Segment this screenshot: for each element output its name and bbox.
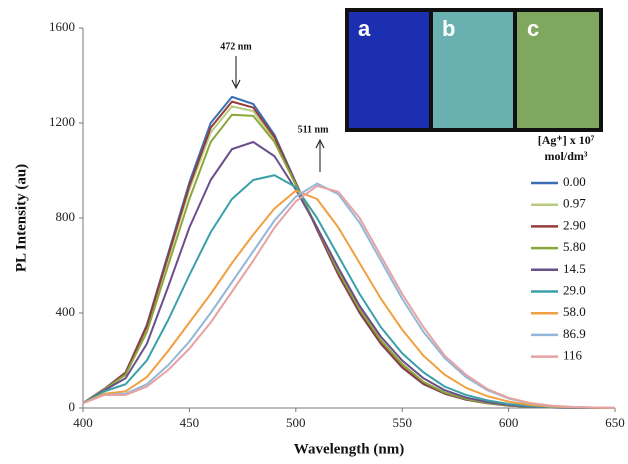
series-line <box>82 113 615 409</box>
y-tick-label: 0 <box>69 399 76 414</box>
annotation-arrowhead <box>231 79 241 90</box>
legend-label: 0.00 <box>563 174 586 189</box>
legend-title: mol/dm³ <box>545 149 588 163</box>
y-tick-label: 400 <box>56 304 76 319</box>
annotation: 472 nm <box>220 41 252 52</box>
series-line <box>82 105 615 409</box>
y-tick-label: 800 <box>56 209 76 224</box>
x-tick-label: 550 <box>392 415 412 430</box>
annotation: 511 nm <box>298 124 330 135</box>
annotation-arrowhead <box>315 138 325 149</box>
series-line <box>82 174 616 409</box>
legend-label: 0.97 <box>563 196 586 211</box>
inset-label: b <box>442 16 455 41</box>
inset-panel <box>517 12 599 128</box>
legend-label: 2.90 <box>563 217 586 232</box>
x-tick-label: 650 <box>605 415 625 430</box>
x-tick-label: 600 <box>499 415 519 430</box>
x-tick-label: 400 <box>73 415 93 430</box>
inset-label: a <box>358 16 371 41</box>
legend-label: 14.5 <box>563 261 586 276</box>
legend-label: 5.80 <box>563 239 586 254</box>
legend-label: 58.0 <box>563 304 586 319</box>
x-tick-label: 500 <box>286 415 306 430</box>
legend-label: 29.0 <box>563 282 586 297</box>
inset-panel <box>433 12 513 128</box>
series-line <box>82 95 615 409</box>
legend-label: 86.9 <box>563 326 586 341</box>
x-axis-label: Wavelength (nm) <box>294 441 404 457</box>
inset-photo <box>345 8 603 132</box>
inset-label: c <box>527 16 539 41</box>
x-tick-label: 450 <box>180 415 200 430</box>
legend-title: [Ag⁺] x 10⁷ <box>538 133 595 147</box>
y-tick-label: 1600 <box>49 19 75 34</box>
series-line <box>82 189 616 409</box>
inset-panel <box>349 12 429 128</box>
series-line <box>82 184 616 409</box>
y-tick-label: 1200 <box>49 114 75 129</box>
legend-label: 116 <box>563 348 583 363</box>
series-line <box>82 100 615 409</box>
y-axis-label: PL Intensity (au) <box>13 164 29 272</box>
